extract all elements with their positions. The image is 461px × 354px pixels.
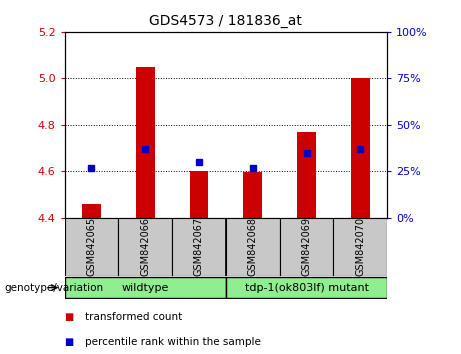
- Bar: [351, 78, 370, 218]
- Text: GSM842069: GSM842069: [301, 217, 312, 276]
- FancyBboxPatch shape: [226, 277, 387, 298]
- Bar: [297, 132, 316, 218]
- FancyBboxPatch shape: [280, 218, 333, 276]
- Text: GSM842068: GSM842068: [248, 217, 258, 276]
- Text: ■: ■: [65, 312, 74, 322]
- Bar: [243, 172, 262, 218]
- Text: GSM842065: GSM842065: [86, 217, 96, 276]
- FancyBboxPatch shape: [65, 277, 226, 298]
- FancyBboxPatch shape: [65, 218, 118, 276]
- Text: percentile rank within the sample: percentile rank within the sample: [85, 337, 261, 347]
- FancyBboxPatch shape: [172, 218, 226, 276]
- Text: GSM842067: GSM842067: [194, 217, 204, 276]
- FancyBboxPatch shape: [118, 218, 172, 276]
- Text: wildtype: wildtype: [122, 282, 169, 293]
- Title: GDS4573 / 181836_at: GDS4573 / 181836_at: [149, 14, 302, 28]
- Text: genotype/variation: genotype/variation: [5, 282, 104, 293]
- Text: transformed count: transformed count: [85, 312, 183, 322]
- Text: GSM842066: GSM842066: [140, 217, 150, 276]
- Text: GSM842070: GSM842070: [355, 217, 366, 276]
- Text: ■: ■: [65, 337, 74, 347]
- Bar: [136, 67, 154, 218]
- Text: tdp-1(ok803lf) mutant: tdp-1(ok803lf) mutant: [245, 282, 368, 293]
- Bar: [82, 204, 101, 218]
- Bar: [189, 171, 208, 218]
- FancyBboxPatch shape: [226, 218, 280, 276]
- FancyBboxPatch shape: [333, 218, 387, 276]
